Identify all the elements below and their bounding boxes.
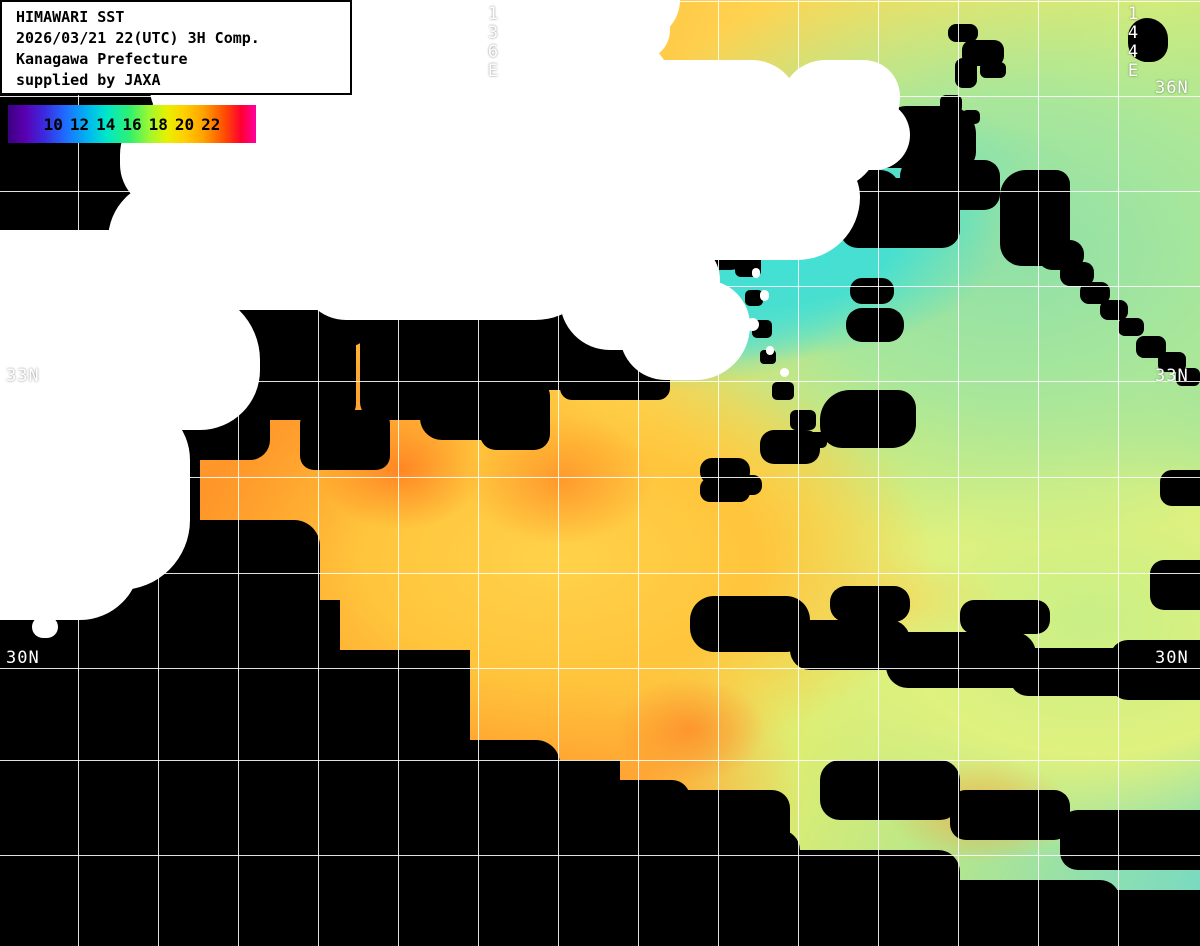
- colorbar-tick: 20: [174, 114, 195, 134]
- info-timestamp: 2026/03/21 22(UTC) 3H Comp.: [16, 29, 260, 47]
- colorbar-tick: 22: [201, 114, 221, 134]
- colorbar: 10 12 14 16 18 20 22: [8, 105, 256, 143]
- colorbar-tick: 12: [69, 114, 90, 134]
- colorbar-tick: 16: [122, 114, 142, 134]
- colorbar-gradient: [8, 105, 256, 143]
- info-box: HIMAWARI SST 2026/03/21 22(UTC) 3H Comp.…: [0, 0, 352, 95]
- info-title: HIMAWARI SST: [16, 8, 125, 26]
- info-provider: Kanagawa Prefecture: [16, 50, 188, 68]
- colorbar-tick-labels: 10 12 14 16 18 20 22: [8, 105, 256, 143]
- colorbar-tick: 18: [148, 114, 168, 134]
- colorbar-tick: 10: [43, 114, 63, 134]
- colorbar-tick: 14: [96, 114, 116, 134]
- info-source: supplied by JAXA: [16, 71, 161, 89]
